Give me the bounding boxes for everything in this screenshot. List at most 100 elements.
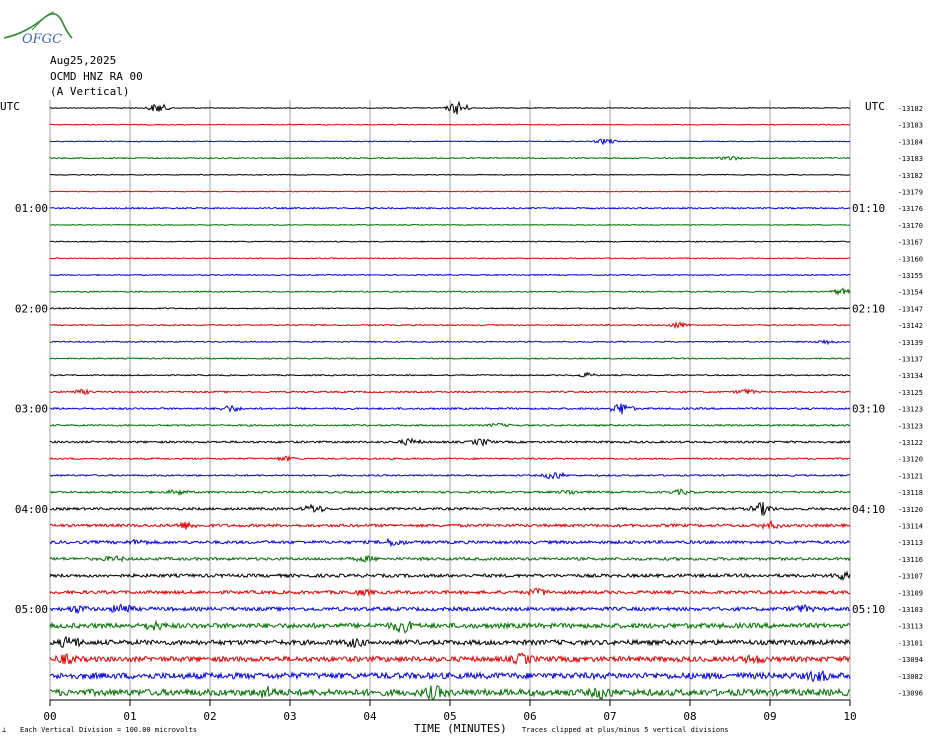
trace-line bbox=[49, 555, 851, 563]
trace-line bbox=[49, 240, 850, 243]
scale-icon: ⟂ bbox=[2, 726, 7, 734]
trace-offset-label: -13116 bbox=[898, 556, 923, 564]
x-tick-label: 03 bbox=[283, 710, 296, 723]
trace-offset-label: -13147 bbox=[898, 305, 923, 313]
right-hour-label: 02:10 bbox=[852, 302, 885, 315]
trace-line bbox=[49, 138, 850, 146]
trace-offset-label: -13122 bbox=[898, 439, 923, 447]
trace-line bbox=[49, 371, 851, 378]
clip-note: Traces clipped at plus/minus 5 vertical … bbox=[522, 726, 729, 734]
trace-offset-label: -13121 bbox=[898, 472, 923, 480]
trace-offset-label: -13142 bbox=[898, 322, 923, 330]
trace-offset-label: -13109 bbox=[898, 589, 923, 597]
trace-offset-label: -13101 bbox=[898, 639, 923, 647]
trace-offset-label: -13113 bbox=[898, 623, 923, 631]
trace-line bbox=[49, 537, 850, 548]
trace-offset-label: -13183 bbox=[898, 122, 923, 130]
trace-offset-label: -13123 bbox=[898, 406, 923, 414]
x-tick-label: 09 bbox=[763, 710, 776, 723]
trace-line bbox=[49, 173, 851, 176]
trace-offset-label: -13082 bbox=[898, 673, 923, 681]
trace-line bbox=[49, 190, 851, 193]
x-tick-label: 02 bbox=[203, 710, 216, 723]
trace-line bbox=[49, 422, 851, 428]
right-hour-label: 05:10 bbox=[852, 603, 885, 616]
trace-offset-label: -13096 bbox=[898, 690, 923, 698]
trace-line bbox=[49, 502, 851, 517]
component-label: (A Vertical) bbox=[50, 85, 130, 98]
x-tick-label: 01 bbox=[123, 710, 136, 723]
trace-offset-label: -13155 bbox=[898, 272, 923, 280]
trace-line bbox=[49, 206, 851, 210]
trace-offset-label: -13120 bbox=[898, 506, 923, 514]
left-hour-label: 04:00 bbox=[15, 503, 48, 516]
trace-line bbox=[49, 570, 851, 581]
scale-note: Each Vertical Division = 100.00 microvol… bbox=[20, 726, 198, 734]
trace-line bbox=[49, 519, 851, 531]
x-tick-label: 10 bbox=[843, 710, 856, 723]
right-hour-label: 04:10 bbox=[852, 503, 885, 516]
trace-line bbox=[49, 587, 851, 597]
trace-offset-label: -13170 bbox=[898, 222, 923, 230]
right-hour-label: 01:10 bbox=[852, 202, 885, 215]
left-hour-label: 05:00 bbox=[15, 603, 48, 616]
trace-line bbox=[49, 387, 851, 396]
trace-offset-label: -13184 bbox=[898, 138, 923, 146]
trace-line bbox=[49, 437, 851, 447]
trace-line bbox=[49, 257, 851, 260]
left-hour-label: 03:00 bbox=[15, 403, 48, 416]
right-hour-label: 03:10 bbox=[852, 403, 885, 416]
trace-offset-label: -13137 bbox=[898, 356, 923, 364]
trace-offset-label: -13176 bbox=[898, 205, 923, 213]
trace-line bbox=[49, 273, 851, 277]
right-utc-label: UTC bbox=[865, 100, 885, 113]
x-tick-label: 07 bbox=[603, 710, 616, 723]
trace-line bbox=[49, 123, 851, 126]
logo-text: OFGC bbox=[22, 32, 62, 46]
trace-offset-label: -13154 bbox=[898, 289, 923, 297]
trace-line bbox=[49, 287, 851, 296]
trace-line bbox=[50, 338, 851, 346]
trace-offset-label: -13123 bbox=[898, 422, 923, 430]
x-axis-title: TIME (MINUTES) bbox=[414, 722, 507, 735]
trace-offset-label: -13182 bbox=[898, 105, 923, 113]
trace-line bbox=[49, 670, 851, 683]
trace-offset-label: -13139 bbox=[898, 339, 923, 347]
trace-line bbox=[49, 652, 851, 666]
trace-line bbox=[50, 403, 851, 415]
trace-line bbox=[49, 100, 851, 115]
trace-offset-label: -13120 bbox=[898, 456, 923, 464]
x-tick-label: 00 bbox=[43, 710, 56, 723]
station-code: OCMD HNZ RA 00 bbox=[50, 70, 143, 83]
trace-offset-label: -13125 bbox=[898, 389, 923, 397]
left-hour-label: 02:00 bbox=[15, 302, 48, 315]
trace-line bbox=[49, 488, 851, 496]
trace-offset-label: -13107 bbox=[898, 573, 923, 581]
trace-line bbox=[49, 307, 851, 310]
trace-offset-label: -13114 bbox=[898, 523, 923, 531]
trace-line bbox=[49, 454, 851, 462]
logo-swoosh bbox=[3, 13, 73, 39]
trace-offset-label: -13103 bbox=[898, 606, 923, 614]
trace-offset-label: -13094 bbox=[898, 656, 923, 664]
left-utc-label: UTC bbox=[0, 100, 20, 113]
trace-line bbox=[50, 156, 851, 161]
left-hour-label: 01:00 bbox=[15, 202, 48, 215]
trace-offset-label: -13182 bbox=[898, 172, 923, 180]
x-tick-label: 06 bbox=[523, 710, 536, 723]
trace-line bbox=[49, 320, 851, 330]
x-tick-label: 05 bbox=[443, 710, 456, 723]
x-tick-label: 08 bbox=[683, 710, 696, 723]
trace-offset-label: -13167 bbox=[898, 239, 923, 247]
trace-offset-label: -13113 bbox=[898, 539, 923, 547]
logo-swoosh-inner bbox=[31, 11, 55, 31]
trace-line bbox=[49, 635, 851, 649]
trace-offset-label: -13160 bbox=[898, 255, 923, 263]
trace-offset-label: -13179 bbox=[898, 189, 923, 197]
ofgc-logo: OFGC bbox=[3, 11, 73, 46]
trace-offset-label: -13134 bbox=[898, 372, 923, 380]
trace-offset-label: -13118 bbox=[898, 489, 923, 497]
plot-date: Aug25,2025 bbox=[50, 54, 117, 67]
trace-line bbox=[49, 619, 851, 634]
